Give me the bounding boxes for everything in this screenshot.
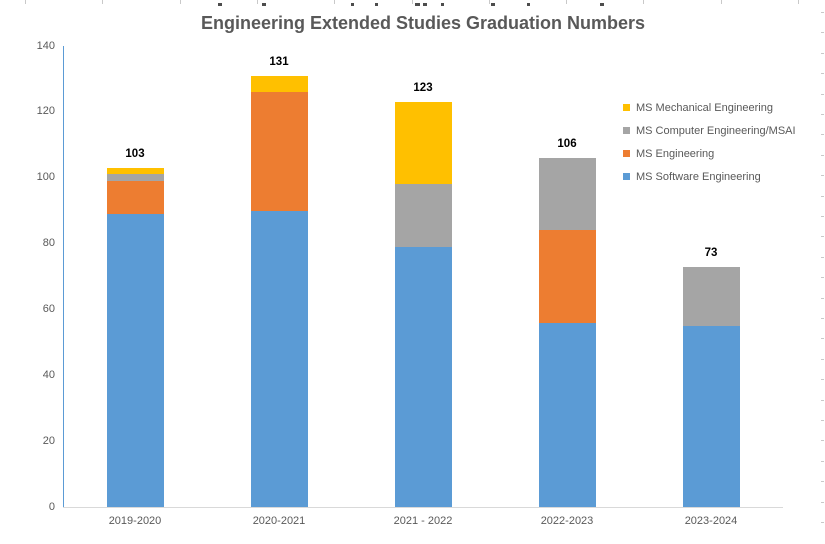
x-axis-line: [63, 507, 783, 508]
bar-segment-2021-2022-ms-software-engineering[interactable]: [394, 246, 452, 507]
row-gridline-dot: [821, 502, 824, 503]
y-tick-label: 120: [36, 105, 55, 118]
legend-item-ms-engineering[interactable]: MS Engineering: [623, 142, 714, 165]
row-gridline-dot: [821, 481, 824, 482]
row-gridline-dot: [821, 359, 824, 360]
row-gridline-dot: [821, 216, 824, 217]
bar-segment-2023-2024-ms-computer-engineering-msai[interactable]: [682, 266, 740, 326]
column-gridline-tick: [257, 0, 258, 4]
legend-item-ms-mechanical-engineering[interactable]: MS Mechanical Engineering: [623, 96, 773, 119]
bar-segment-2021-2022-ms-mechanical-engineering[interactable]: [394, 101, 452, 185]
column-gridline-tick: [489, 0, 490, 4]
row-gridline-dot: [821, 257, 824, 258]
column-gridline-tick: [721, 0, 722, 4]
legend-item-ms-computer-engineering-msai[interactable]: MS Computer Engineering/MSAI: [623, 119, 796, 142]
legend-swatch-icon: [623, 104, 630, 111]
bar-segment-2019-2020-ms-mechanical-engineering[interactable]: [106, 167, 164, 175]
column-gridline-tick: [412, 0, 413, 4]
bar-total-label: 73: [704, 246, 718, 259]
legend-label: MS Computer Engineering/MSAI: [636, 124, 796, 137]
bar-segment-2019-2020-ms-engineering[interactable]: [106, 181, 164, 214]
legend-label: MS Engineering: [636, 147, 715, 160]
legend-swatch-icon: [623, 173, 630, 180]
row-gridline-dot: [821, 73, 824, 74]
y-tick-label: 60: [42, 302, 55, 315]
row-gridline-dot: [821, 277, 824, 278]
column-gridline-tick: [102, 0, 103, 4]
cutoff-text-remnant: [218, 3, 222, 6]
column-gridline-tick: [180, 0, 181, 4]
legend-swatch-icon: [623, 127, 630, 134]
cutoff-text-remnant: [423, 3, 427, 6]
row-gridline-dot: [821, 94, 824, 95]
cutoff-text-remnant: [441, 3, 444, 6]
row-gridline-dot: [821, 440, 824, 441]
column-gridline-tick: [798, 0, 799, 4]
bar-segment-2019-2020-ms-software-engineering[interactable]: [106, 213, 164, 507]
cutoff-text-remnant: [375, 3, 378, 6]
bar-segment-2022-2023-ms-engineering[interactable]: [538, 230, 596, 323]
y-tick-label: 40: [42, 368, 55, 381]
row-gridline-dot: [821, 114, 824, 115]
cutoff-text-remnant: [600, 3, 604, 6]
row-gridline-dot: [821, 400, 824, 401]
y-axis-line: [63, 46, 64, 507]
legend-label: MS Mechanical Engineering: [636, 101, 773, 114]
row-gridline-dot: [821, 12, 824, 13]
row-gridline-dot: [821, 338, 824, 339]
legend-label: MS Software Engineering: [636, 170, 761, 183]
bar-segment-2020-2021-ms-software-engineering[interactable]: [250, 210, 308, 507]
chart-title[interactable]: Engineering Extended Studies Graduation …: [200, 13, 646, 33]
x-category-label[interactable]: 2023-2024: [684, 515, 738, 527]
x-category-label[interactable]: 2022-2023: [540, 515, 594, 527]
row-gridline-dot: [821, 318, 824, 319]
x-category-label[interactable]: 2019-2020: [108, 515, 162, 527]
bar-segment-2020-2021-ms-mechanical-engineering[interactable]: [250, 75, 308, 93]
bar-segment-2021-2022-ms-computer-engineering-msai[interactable]: [394, 184, 452, 247]
row-gridline-dot: [821, 236, 824, 237]
bar-total-label: 106: [557, 137, 577, 150]
legend-item-ms-software-engineering[interactable]: MS Software Engineering: [623, 165, 761, 188]
row-gridline-dot: [821, 155, 824, 156]
x-category-label[interactable]: 2021 - 2022: [393, 515, 453, 527]
row-gridline-dot: [821, 379, 824, 380]
row-gridline-dot: [821, 461, 824, 462]
column-gridline-tick: [334, 0, 335, 4]
legend-swatch-icon: [623, 150, 630, 157]
row-gridline-dot: [821, 196, 824, 197]
y-tick-label: 140: [36, 39, 55, 52]
column-gridline-tick: [566, 0, 567, 4]
bar-segment-2020-2021-ms-engineering[interactable]: [250, 92, 308, 211]
bar-total-label: 131: [269, 55, 289, 68]
bar-segment-2022-2023-ms-software-engineering[interactable]: [538, 322, 596, 507]
bar-segment-2019-2020-ms-computer-engineering-msai[interactable]: [106, 174, 164, 181]
row-gridline-dot: [821, 53, 824, 54]
y-tick-label: 100: [36, 171, 55, 184]
column-gridline-tick: [25, 0, 26, 4]
y-tick-label: 0: [48, 500, 55, 513]
cutoff-text-remnant: [415, 3, 420, 6]
row-gridline-dot: [821, 298, 824, 299]
bar-total-label: 123: [413, 81, 433, 94]
y-tick-label: 80: [42, 237, 55, 250]
x-category-label[interactable]: 2020-2021: [252, 515, 306, 527]
row-gridline-dot: [821, 522, 824, 523]
cutoff-text-remnant: [262, 3, 266, 6]
bar-segment-2022-2023-ms-computer-engineering-msai[interactable]: [538, 157, 596, 231]
bar-segment-2023-2024-ms-software-engineering[interactable]: [682, 325, 740, 507]
row-gridline-dot: [821, 134, 824, 135]
cutoff-text-remnant: [351, 3, 354, 6]
column-gridline-tick: [643, 0, 644, 4]
bar-total-label: 103: [125, 147, 145, 160]
cutoff-text-remnant: [491, 3, 495, 6]
y-tick-label: 20: [42, 434, 55, 447]
row-gridline-dot: [821, 175, 824, 176]
row-gridline-dot: [821, 32, 824, 33]
row-gridline-dot: [821, 420, 824, 421]
cutoff-text-remnant: [527, 3, 530, 6]
